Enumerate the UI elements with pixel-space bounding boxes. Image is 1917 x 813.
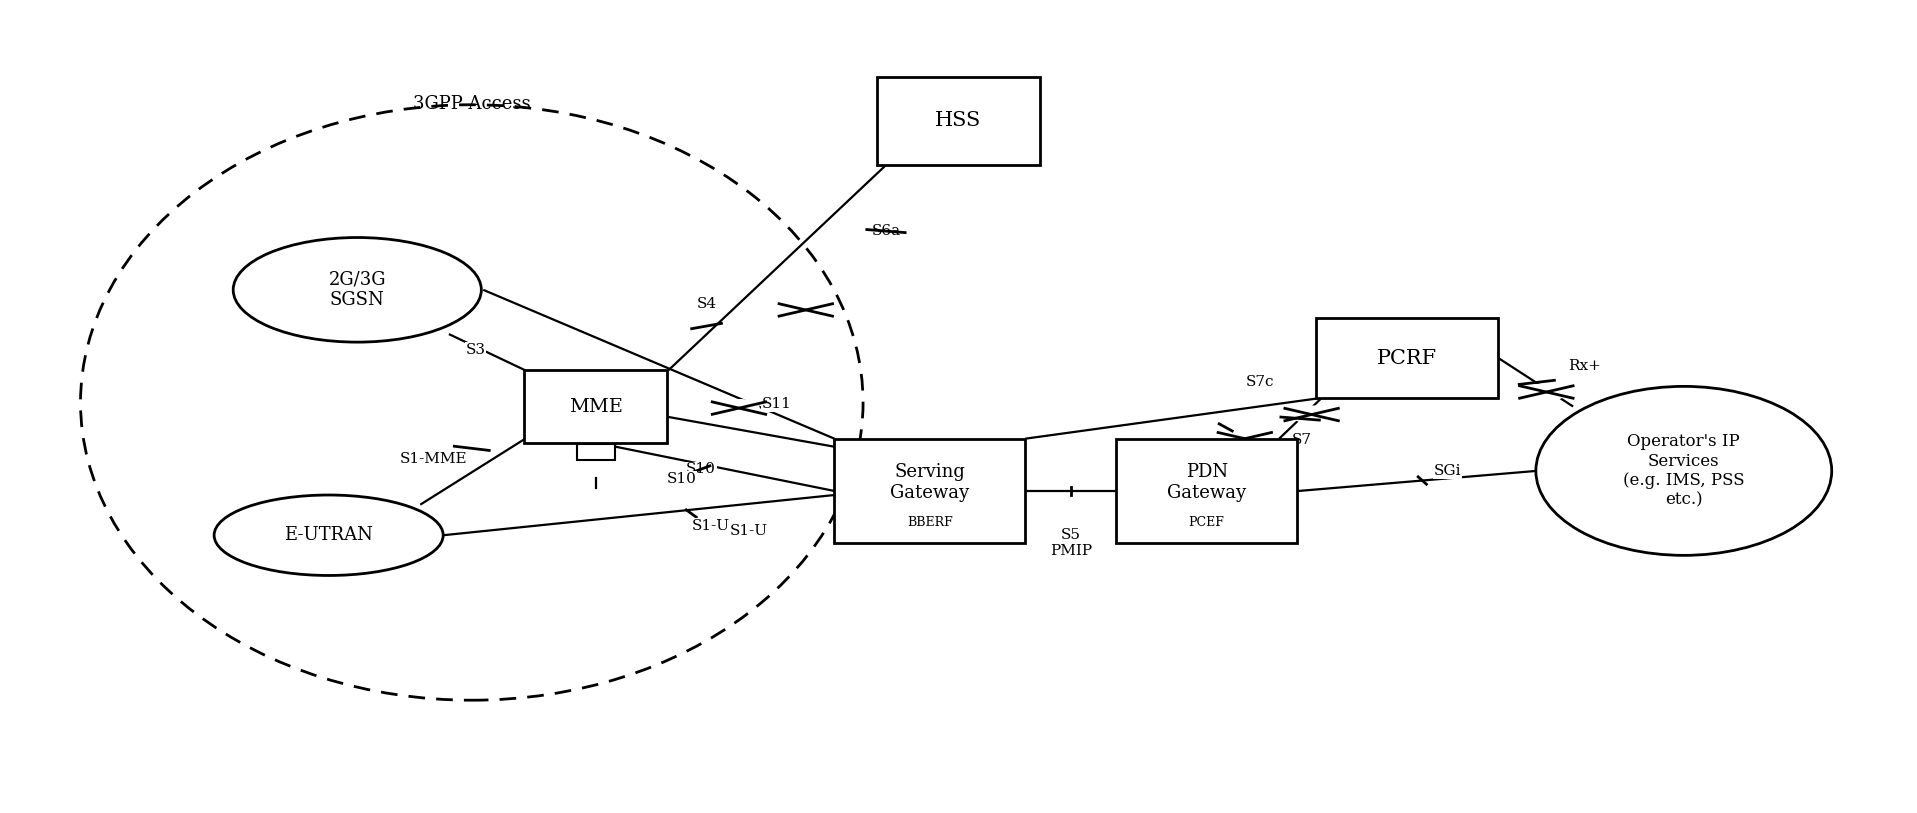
FancyBboxPatch shape xyxy=(1317,318,1497,398)
Text: S7: S7 xyxy=(1292,433,1311,447)
Text: 2G/3G
SGSN: 2G/3G SGSN xyxy=(328,271,385,309)
FancyBboxPatch shape xyxy=(523,370,667,443)
Text: S4: S4 xyxy=(696,298,717,311)
Text: PCRF: PCRF xyxy=(1376,349,1438,367)
Text: 3GPP Access: 3GPP Access xyxy=(412,95,531,113)
Circle shape xyxy=(786,302,826,319)
Text: HSS: HSS xyxy=(935,111,982,130)
Text: Rx+: Rx+ xyxy=(1568,359,1601,373)
Text: MME: MME xyxy=(569,398,623,415)
Text: PCEF: PCEF xyxy=(1189,516,1225,529)
Circle shape xyxy=(719,400,759,416)
Ellipse shape xyxy=(1536,386,1833,555)
Text: S11: S11 xyxy=(763,397,792,411)
Text: S3: S3 xyxy=(466,343,485,357)
Ellipse shape xyxy=(215,495,443,576)
Text: S10: S10 xyxy=(667,472,696,486)
Text: Operator's IP
Services
(e.g. IMS, PSS
etc.): Operator's IP Services (e.g. IMS, PSS et… xyxy=(1624,433,1744,509)
Text: S6a: S6a xyxy=(872,224,901,238)
Text: S5
PMIP: S5 PMIP xyxy=(1051,528,1093,559)
FancyBboxPatch shape xyxy=(878,76,1039,165)
Text: S10: S10 xyxy=(686,463,715,476)
Text: SGi: SGi xyxy=(1434,464,1461,478)
Ellipse shape xyxy=(234,237,481,342)
Text: Serving
Gateway: Serving Gateway xyxy=(889,463,970,502)
Circle shape xyxy=(1292,406,1332,423)
Text: E-UTRAN: E-UTRAN xyxy=(284,526,374,544)
Text: BBERF: BBERF xyxy=(907,516,953,529)
FancyBboxPatch shape xyxy=(1116,439,1298,543)
Text: S1-MME: S1-MME xyxy=(401,452,468,466)
Text: PDN
Gateway: PDN Gateway xyxy=(1167,463,1246,502)
Circle shape xyxy=(1225,430,1265,447)
Text: S7c: S7c xyxy=(1246,376,1275,389)
Circle shape xyxy=(1526,384,1566,401)
FancyBboxPatch shape xyxy=(577,445,615,460)
Text: S1-U: S1-U xyxy=(730,524,767,538)
FancyBboxPatch shape xyxy=(834,439,1026,543)
Text: S1-U: S1-U xyxy=(692,519,730,533)
